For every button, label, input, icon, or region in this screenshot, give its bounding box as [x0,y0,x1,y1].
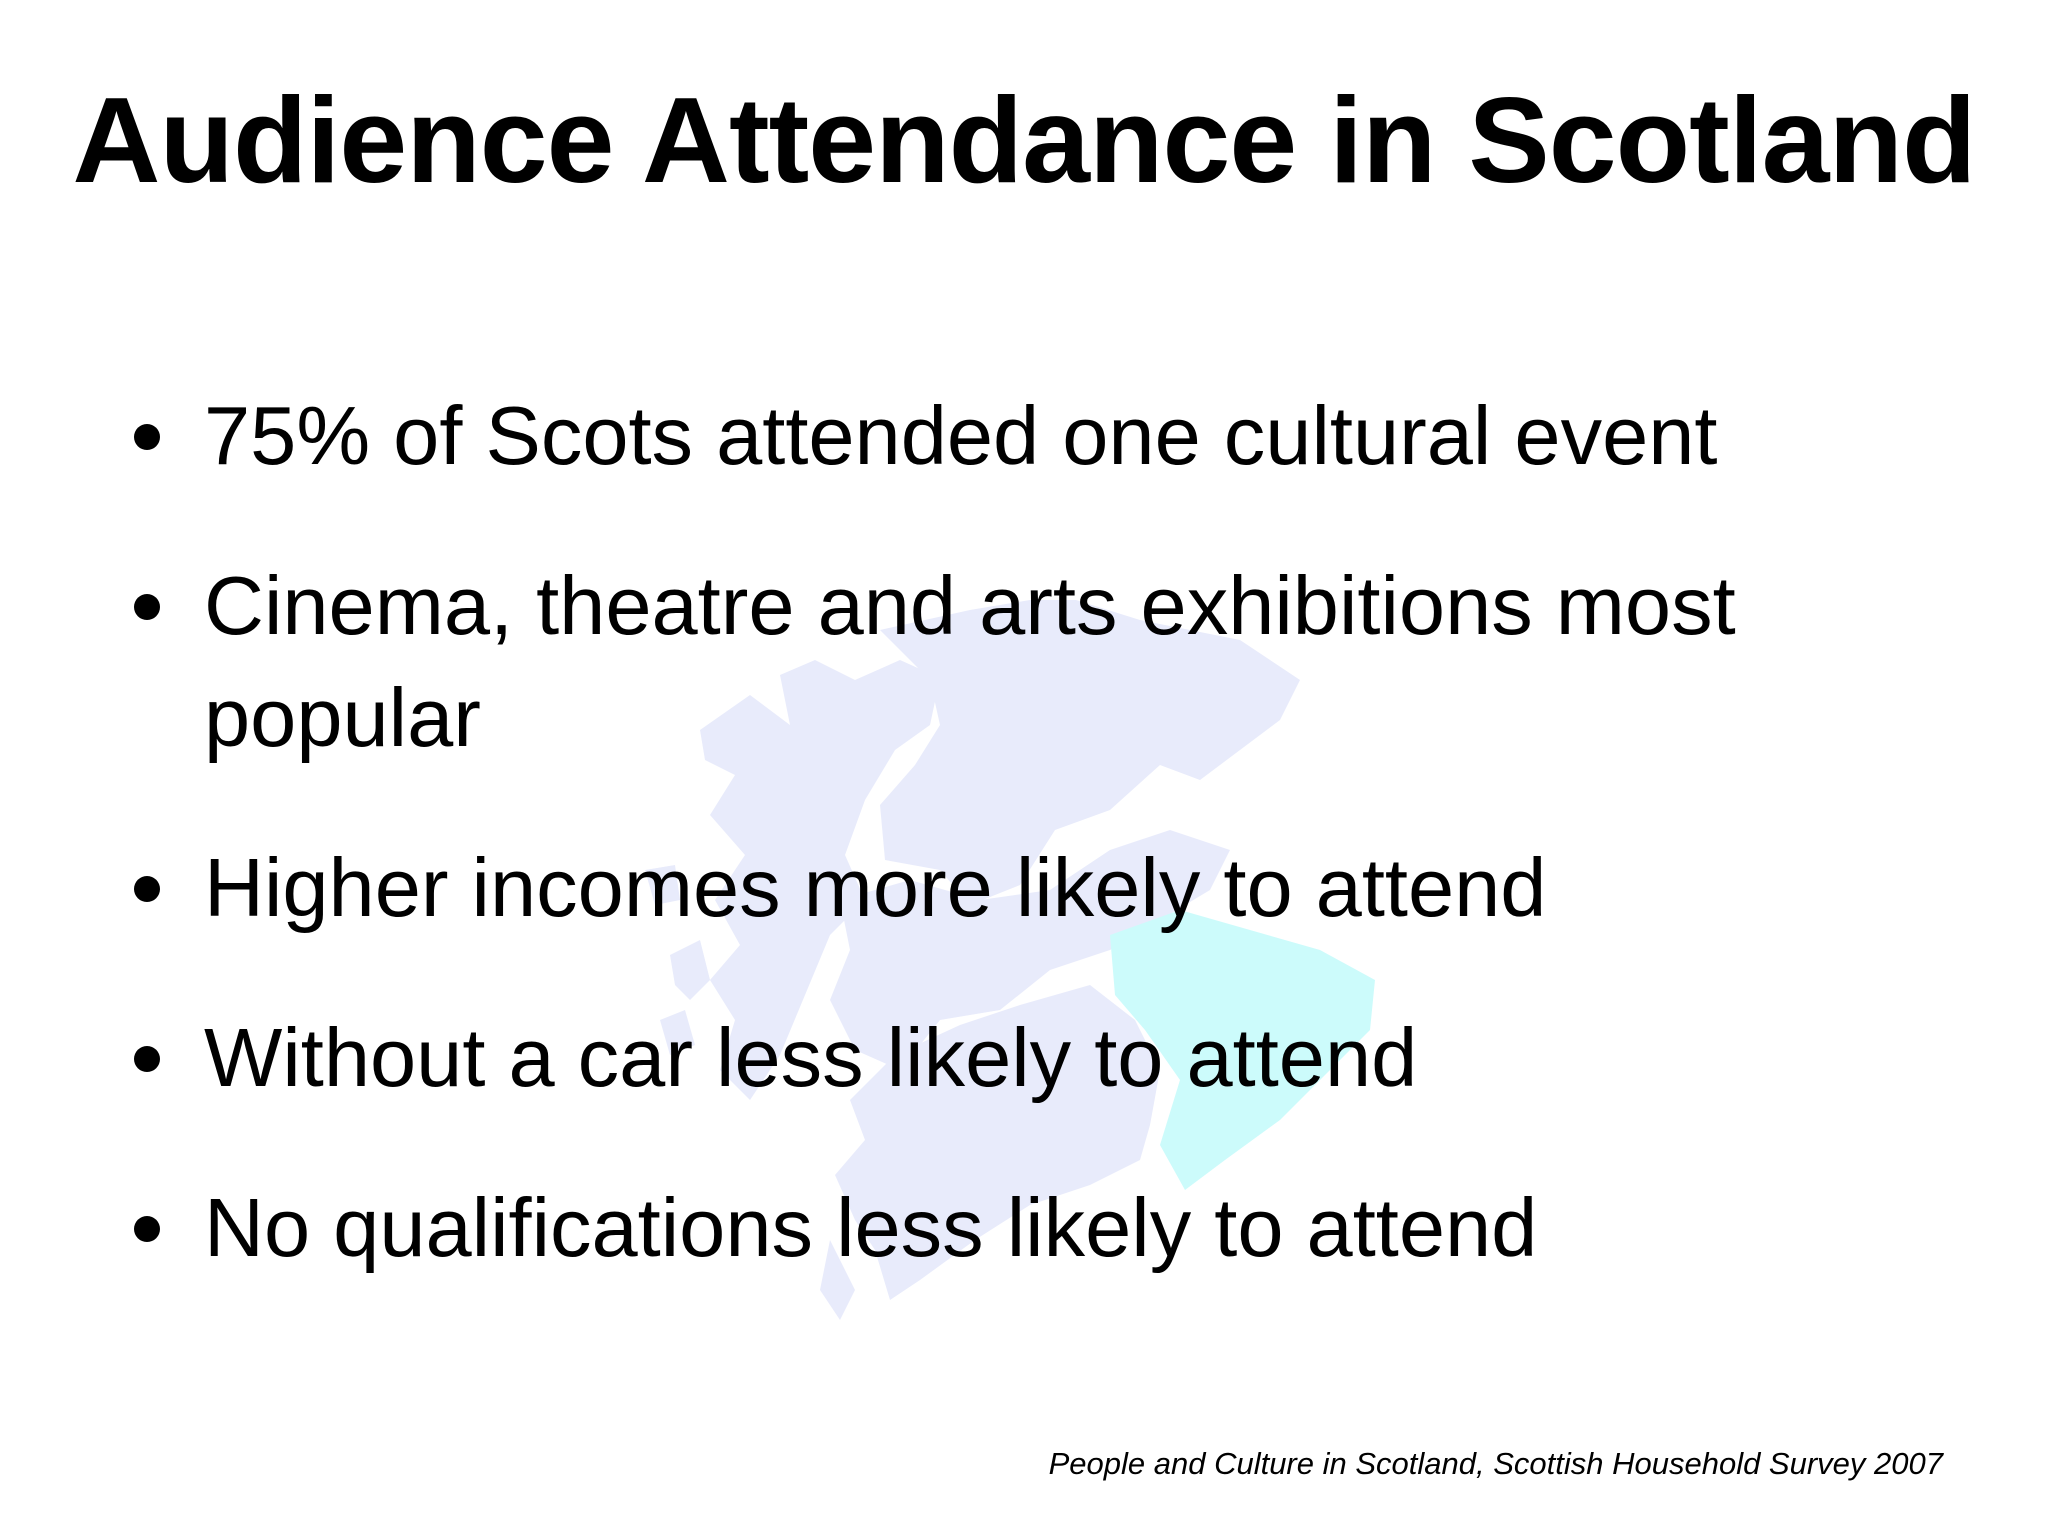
map-northern-highlands [880,600,1300,905]
bullet-icon [134,424,160,450]
bullet-text: Without a car less likely to attend [204,1011,1418,1104]
bullet-icon [134,1046,160,1072]
scotland-map-icon [645,600,1375,1320]
bullet-icon [134,876,160,902]
bullet-text: 75% of Scots attended one cultural event [204,389,1718,482]
bullet-item: 75% of Scots attended one cultural event [130,380,1930,492]
map-western-highlands [700,660,940,1100]
bullet-item: No qualifications less likely to attend [130,1172,1930,1284]
bullet-text: Higher incomes more likely to attend [204,841,1547,934]
bullet-item: Cinema, theatre and arts exhibitions mos… [130,550,1930,774]
map-southern-uplands [835,985,1160,1300]
bullet-text: Cinema, theatre and arts exhibitions mos… [204,559,1736,764]
map-central-belt [830,830,1230,1070]
bullet-icon [134,594,160,620]
source-citation: People and Culture in Scotland, Scottish… [1048,1446,1943,1481]
map-highlighted-region [1110,910,1375,1190]
bullet-text: No qualifications less likely to attend [204,1181,1538,1274]
slide-title: Audience Attendance in Scotland [72,72,1976,208]
bullet-item: Higher incomes more likely to attend [130,832,1930,944]
bullet-item: Without a car less likely to attend [130,1002,1930,1114]
bullet-list: 75% of Scots attended one cultural event… [130,380,1930,1342]
map-islands [645,865,855,1320]
bullet-icon [134,1216,160,1242]
